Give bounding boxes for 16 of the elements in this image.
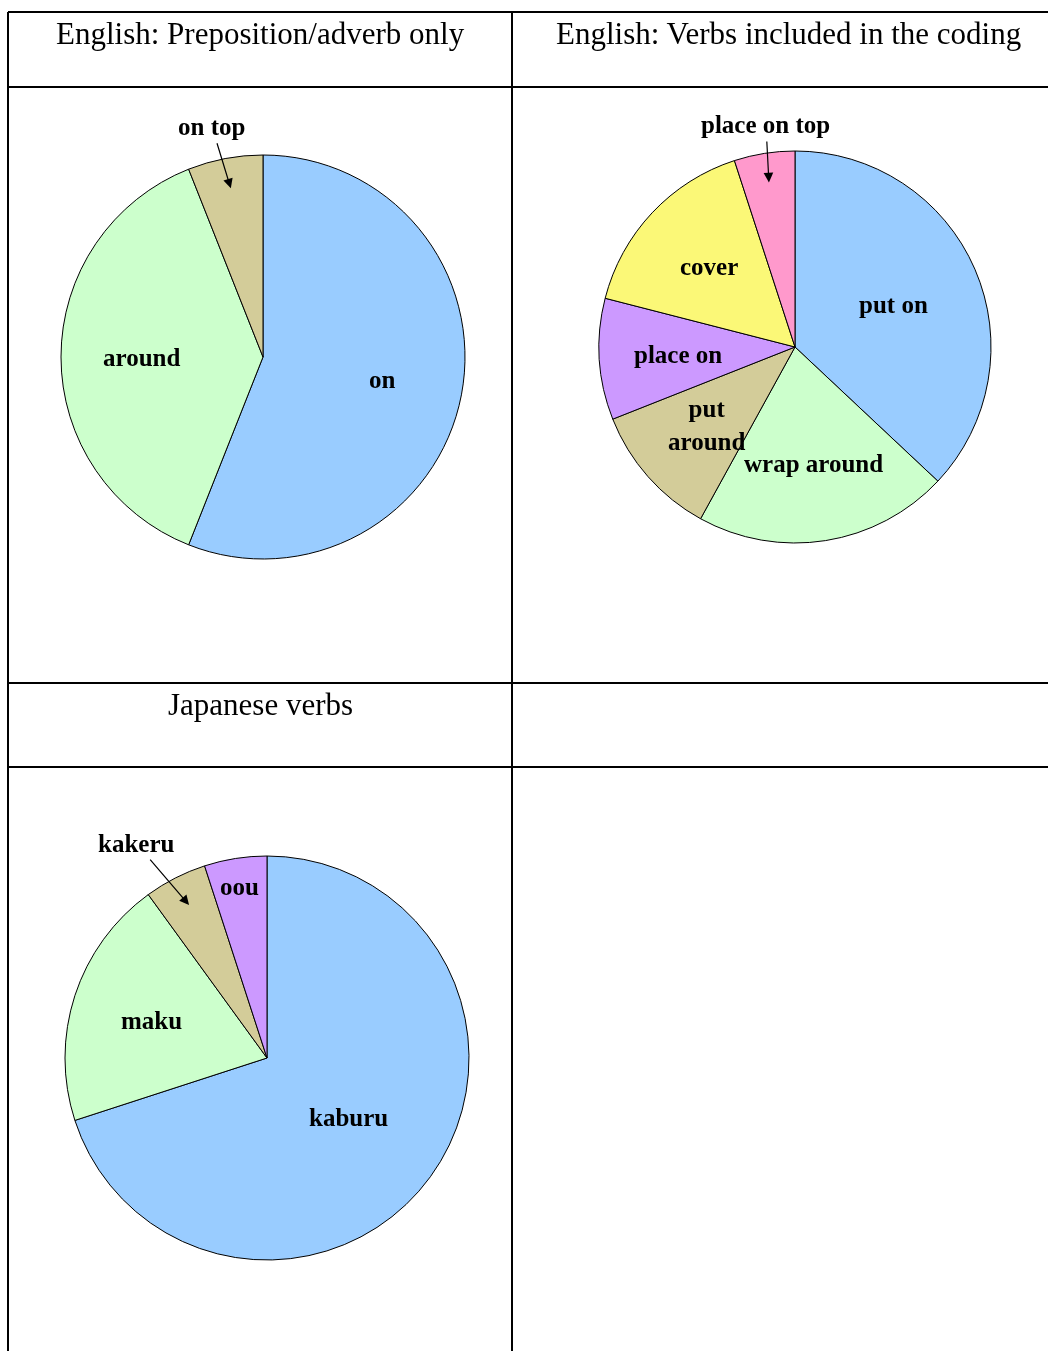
slice-label: kakeru [98, 830, 175, 857]
slice-label: put on [859, 291, 928, 318]
slice-label: maku [121, 1007, 183, 1034]
slice-label: place on [634, 341, 723, 368]
chart-title: English: Preposition/adverb only [56, 16, 465, 51]
slice-label: around [103, 344, 181, 371]
slice-label: on [369, 366, 396, 393]
slice-label: put around [668, 395, 746, 455]
slice-label: wrap around [744, 450, 884, 477]
slice-label: on top [178, 113, 246, 140]
chart-title: English: Verbs included in the coding [556, 16, 1022, 51]
slice-label: oou [220, 873, 259, 900]
slice-label: kaburu [309, 1104, 389, 1131]
slice-label: place on top [701, 111, 831, 138]
chart-title: Japanese verbs [168, 687, 354, 722]
slice-label: cover [680, 253, 739, 280]
